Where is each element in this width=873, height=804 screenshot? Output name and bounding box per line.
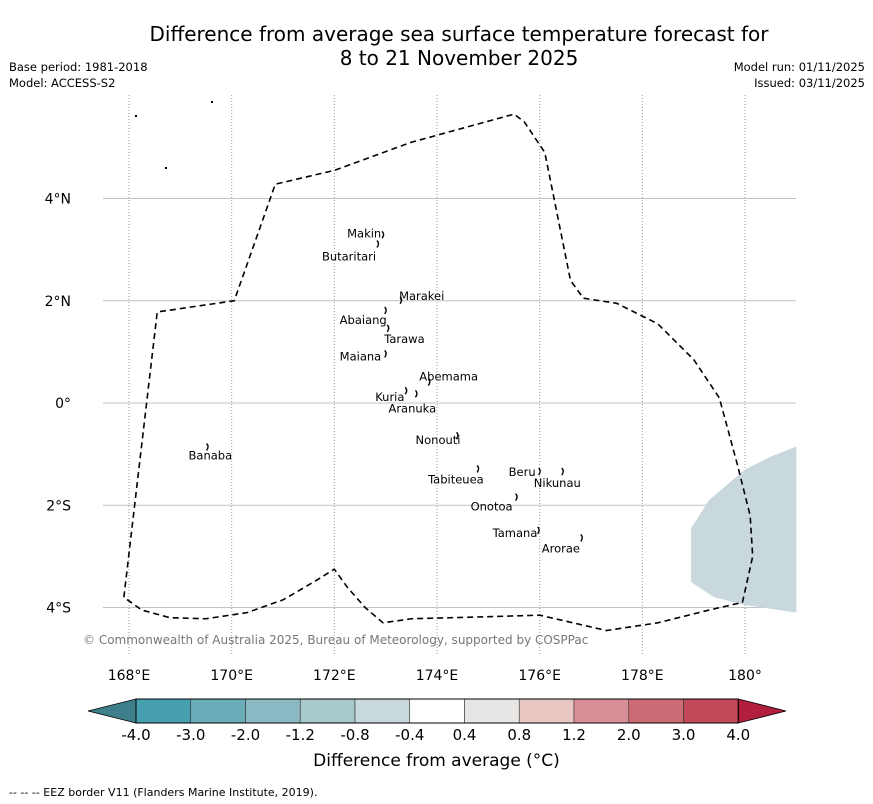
eez-legend: -- -- -- EEZ border V11 (Flanders Marine…: [9, 786, 318, 799]
colorbar-tick-label: 4.0: [726, 726, 750, 744]
island-label: Makin: [347, 226, 381, 240]
lon-tick-label: 178°E: [621, 668, 664, 684]
islet-marker: [211, 101, 213, 103]
anomaly-region: [691, 446, 797, 613]
lat-tick-label: 0°: [55, 396, 71, 412]
island-outline: [538, 467, 541, 476]
island-label: Nonouti: [416, 433, 461, 447]
island-outline: [384, 349, 387, 358]
island-outline: [537, 526, 540, 535]
colorbar-segment: [573, 698, 630, 724]
colorbar-segment: [464, 698, 520, 724]
colorbar-tick-label: -1.2: [286, 726, 315, 744]
lon-tick-label: 174°E: [416, 668, 459, 684]
island-label: Kuria: [375, 390, 404, 404]
colorbar-tick-label: 0.4: [453, 726, 477, 744]
island-outline: [427, 378, 431, 386]
lat-tick-label: 2°S: [46, 498, 71, 514]
colorbar-tick-label: 1.2: [562, 726, 586, 744]
island-label: Tabiteuea: [427, 472, 484, 486]
graticule: [103, 95, 796, 655]
island-outline: [414, 389, 418, 398]
island-label: Butaritari: [322, 250, 376, 264]
colorbar-tick-label: 2.0: [617, 726, 641, 744]
islet-marker: [165, 167, 167, 169]
island-outline: [381, 230, 385, 239]
colorbar-tick-label: -3.0: [176, 726, 205, 744]
island-outline: [404, 386, 408, 395]
island-outline: [386, 324, 390, 333]
island-outline: [561, 467, 564, 476]
copyright-notice: © Commonwealth of Australia 2025, Bureau…: [83, 633, 588, 647]
eez-border: [123, 113, 754, 632]
island-label: Abemama: [419, 370, 478, 384]
island-outline: [476, 464, 480, 473]
islet-marker: [135, 115, 137, 117]
island-outline: [384, 306, 387, 315]
island-outline: [399, 296, 403, 305]
lon-tick-label: 180°: [728, 668, 762, 684]
island-label: Arorae: [542, 541, 580, 555]
island-label: Beru: [509, 465, 536, 479]
model-run: Model run: 01/11/2025: [733, 60, 865, 74]
lon-tick-label: 168°E: [108, 668, 151, 684]
axis-ticks: 168°E 170°E 172°E 174°E 176°E 178°E 180° 4°N 2°N…: [45, 192, 762, 685]
island-label: Nikunau: [534, 476, 581, 490]
lon-tick-label: 172°E: [313, 668, 356, 684]
lat-tick-label: 4°S: [46, 601, 71, 617]
colorbar-under-arrow: [87, 698, 137, 724]
meta-right: Model run: 01/11/2025 Issued: 03/11/2025: [734, 59, 865, 91]
island-label: Banaba: [189, 448, 233, 462]
colorbar-label: Difference from average (°C): [313, 751, 560, 771]
colorbar-tick-label: 0.8: [507, 726, 531, 744]
lat-tick-label: 2°N: [45, 294, 71, 310]
lon-tick-label: 176°E: [518, 668, 561, 684]
island-outline: [376, 240, 380, 248]
island-label: Tarawa: [383, 332, 424, 346]
lon-tick-label: 170°E: [210, 668, 253, 684]
meta-left: Base period: 1981-2018 Model: ACCESS-S2: [9, 59, 148, 91]
base-period: Base period: 1981-2018: [9, 60, 148, 74]
colorbar-tick-label: 3.0: [672, 726, 696, 744]
colorbar-tick-label: -4.0: [121, 726, 150, 744]
issued-date: Issued: 03/11/2025: [754, 76, 865, 90]
colorbar-segment: [518, 698, 575, 724]
model-name: Model: ACCESS-S2: [9, 76, 116, 90]
colorbar-segment: [299, 698, 356, 724]
island-outline: [514, 493, 518, 502]
colorbar-segment: [354, 698, 411, 724]
island-outline: [580, 533, 583, 542]
island-label: Marakei: [399, 289, 444, 303]
colorbar-segment: [409, 698, 465, 724]
island-outline: [455, 431, 459, 440]
island-label: Onotoa: [471, 500, 513, 514]
title-line-1: Difference from average sea surface temp…: [149, 22, 769, 46]
island-label: Abaiang: [340, 313, 387, 327]
island-label: Maiana: [340, 349, 382, 363]
colorbar-segment: [245, 698, 301, 724]
islands-layer: Makin Butaritari Marakei Abaiang TarawaMaian…: [135, 101, 583, 555]
chart-title: Difference from average sea surface temp…: [0, 22, 873, 70]
colorbar-over-arrow: [737, 698, 787, 724]
title-line-2: 8 to 21 November 2025: [339, 46, 579, 70]
colorbar: -4.0 -3.0 -2.0 -1.2 -0.8 -0.4 0.4 0.8 1.2 2.0 3.0 4…: [87, 698, 787, 744]
lat-tick-label: 4°N: [45, 192, 71, 208]
colorbar-segment: [190, 698, 246, 724]
colorbar-tick-label: -2.0: [231, 726, 260, 744]
island-label: Aranuka: [388, 401, 436, 415]
colorbar-tick-label: -0.8: [340, 726, 369, 744]
colorbar-segment: [628, 698, 684, 724]
colorbar-tick-label: -0.4: [395, 726, 424, 744]
island-outline: [205, 442, 209, 451]
colorbar-segment: [683, 698, 739, 724]
island-label: Tamana: [492, 526, 538, 540]
colorbar-segment: [135, 698, 192, 724]
colorbar-frame: [135, 698, 739, 724]
